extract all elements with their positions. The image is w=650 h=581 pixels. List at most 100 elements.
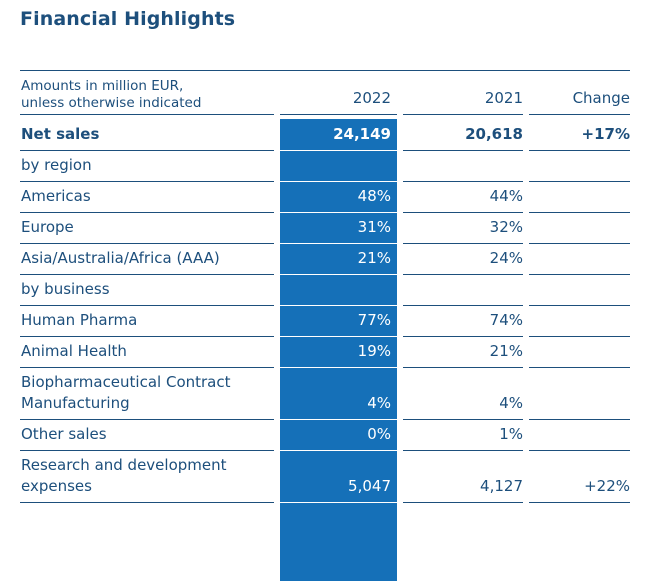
header-change-cell: Change bbox=[529, 71, 630, 115]
row-rule bbox=[403, 367, 523, 368]
row-rule bbox=[280, 336, 397, 337]
row-label: by business bbox=[21, 280, 110, 298]
column-header-2021: 2021 bbox=[484, 89, 523, 107]
row-rule bbox=[280, 305, 397, 306]
value-2022: 5,047 bbox=[348, 477, 391, 495]
value-2022: 24,149 bbox=[333, 125, 391, 143]
financial-highlights-table: Amounts in million EUR, unless otherwise… bbox=[20, 70, 630, 581]
row-rule bbox=[20, 450, 274, 451]
value-2021: 21% bbox=[489, 342, 523, 360]
row-rule bbox=[403, 274, 523, 275]
row-rule bbox=[403, 114, 523, 115]
value-2022: 19% bbox=[357, 342, 391, 360]
row-label: Animal Health bbox=[21, 342, 127, 360]
header-note-line2: unless otherwise indicated bbox=[21, 95, 202, 111]
row-rule bbox=[280, 150, 397, 151]
row-rule bbox=[280, 274, 397, 275]
row-rule bbox=[403, 336, 523, 337]
table-header-row: Amounts in million EUR, unless otherwise… bbox=[20, 71, 630, 115]
row-rule bbox=[20, 150, 274, 151]
row-label: Asia/Australia/Africa (AAA) bbox=[21, 249, 220, 267]
row-rule bbox=[403, 419, 523, 420]
table-row-by-region: by region bbox=[20, 151, 630, 182]
row-rule bbox=[280, 502, 397, 503]
row-rule bbox=[529, 502, 630, 503]
row-rule bbox=[529, 150, 630, 151]
value-2021: 24% bbox=[489, 249, 523, 267]
highlight-column-2022 bbox=[280, 119, 397, 581]
header-note-cell: Amounts in million EUR, unless otherwise… bbox=[20, 71, 274, 115]
row-rule bbox=[529, 243, 630, 244]
table-row-animal-health: Animal Health 19% 21% bbox=[20, 337, 630, 368]
table-top-rule bbox=[20, 70, 630, 71]
row-label: Other sales bbox=[21, 425, 107, 443]
row-rule bbox=[280, 114, 397, 115]
value-2022: 77% bbox=[357, 311, 391, 329]
value-2021: 74% bbox=[489, 311, 523, 329]
row-rule bbox=[529, 181, 630, 182]
row-rule bbox=[280, 181, 397, 182]
row-label: Americas bbox=[21, 187, 91, 205]
row-label-line2: expenses bbox=[21, 477, 92, 495]
page-title: Financial Highlights bbox=[20, 8, 236, 30]
table-row-other-sales: Other sales 0% 1% bbox=[20, 420, 630, 451]
table-row-aaa: Asia/Australia/Africa (AAA) 21% 24% bbox=[20, 244, 630, 275]
value-change: +17% bbox=[581, 125, 630, 143]
table-row-human-pharma: Human Pharma 77% 74% bbox=[20, 306, 630, 337]
value-2021: 44% bbox=[489, 187, 523, 205]
row-rule bbox=[280, 367, 397, 368]
header-2021-cell: 2021 bbox=[403, 71, 523, 115]
row-rule bbox=[280, 212, 397, 213]
row-rule bbox=[20, 243, 274, 244]
row-rule bbox=[403, 450, 523, 451]
row-rule bbox=[20, 114, 274, 115]
column-header-change: Change bbox=[572, 89, 630, 107]
table-row-net-sales: Net sales 24,149 20,618 +17% bbox=[20, 120, 630, 151]
row-rule bbox=[280, 450, 397, 451]
column-header-2022: 2022 bbox=[352, 89, 391, 107]
table-row-by-business: by business bbox=[20, 275, 630, 306]
row-label: by region bbox=[21, 156, 92, 174]
row-rule bbox=[403, 243, 523, 244]
row-rule bbox=[529, 114, 630, 115]
value-2022: 4% bbox=[367, 394, 391, 412]
value-2021: 20,618 bbox=[465, 125, 523, 143]
row-label-line2: Manufacturing bbox=[21, 394, 130, 412]
header-2022-cell: 2022 bbox=[280, 71, 397, 115]
table-row-rnd-expenses: Research and development expenses 5,047 4… bbox=[20, 451, 630, 503]
table-row-europe: Europe 31% 32% bbox=[20, 213, 630, 244]
table-row-biopharma: Biopharmaceutical Contract Manufacturing … bbox=[20, 368, 630, 420]
value-2022: 0% bbox=[367, 425, 391, 443]
row-label: Net sales bbox=[21, 125, 100, 143]
value-2021: 4% bbox=[499, 394, 523, 412]
row-rule bbox=[20, 419, 274, 420]
row-rule bbox=[20, 336, 274, 337]
row-rule bbox=[529, 419, 630, 420]
row-rule bbox=[403, 181, 523, 182]
row-rule bbox=[20, 181, 274, 182]
row-rule bbox=[403, 212, 523, 213]
row-label: Research and development expenses bbox=[21, 455, 274, 497]
row-rule bbox=[20, 367, 274, 368]
row-rule bbox=[529, 212, 630, 213]
row-label: Europe bbox=[21, 218, 74, 236]
row-rule bbox=[529, 367, 630, 368]
row-label: Human Pharma bbox=[21, 311, 138, 329]
value-2022: 21% bbox=[357, 249, 391, 267]
value-2022: 31% bbox=[357, 218, 391, 236]
value-2021: 1% bbox=[499, 425, 523, 443]
row-rule bbox=[20, 212, 274, 213]
header-note: Amounts in million EUR, unless otherwise… bbox=[21, 78, 274, 112]
row-rule bbox=[20, 274, 274, 275]
row-rule bbox=[20, 502, 274, 503]
row-label-line1: Biopharmaceutical Contract bbox=[21, 373, 231, 391]
row-rule bbox=[20, 305, 274, 306]
row-label-line1: Research and development bbox=[21, 456, 227, 474]
value-2022: 48% bbox=[357, 187, 391, 205]
value-2021: 32% bbox=[489, 218, 523, 236]
value-change: +22% bbox=[584, 477, 630, 495]
row-rule bbox=[280, 419, 397, 420]
row-rule bbox=[280, 243, 397, 244]
header-note-line1: Amounts in million EUR, bbox=[21, 78, 184, 94]
row-rule bbox=[529, 274, 630, 275]
